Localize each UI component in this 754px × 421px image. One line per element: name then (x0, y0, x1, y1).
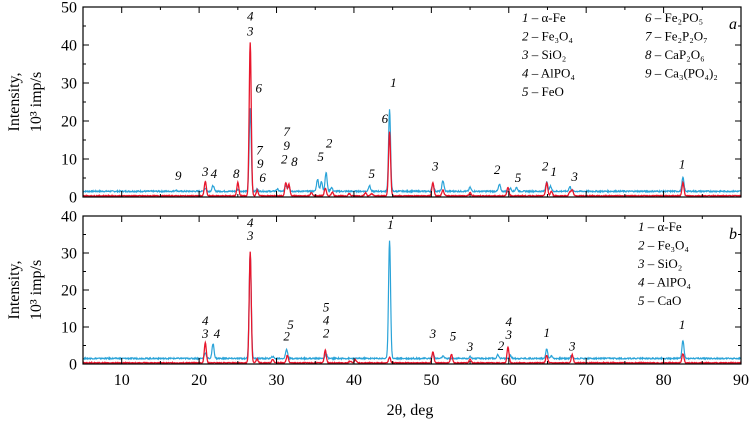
x-tick-label: 90 (733, 372, 749, 389)
legend-entry-a: 6 – Fe₂PO₅ (645, 10, 703, 25)
y-tick-label-b: 10 (61, 320, 77, 337)
peak-label-b: 3 (568, 339, 576, 354)
peak-label-b: 5 (323, 299, 330, 314)
legend-entry-a: 4 – AlPO₄ (522, 66, 575, 81)
peak-label-a: 5 (368, 166, 375, 181)
plot-frame-a (82, 6, 742, 198)
legend-entry-b: 2 – Fe₃O₄ (638, 238, 689, 253)
peak-label-a: 2 (326, 136, 333, 151)
peak-label-a: 5 (515, 170, 522, 185)
peak-label-a: 1 (679, 157, 686, 172)
y-tick-label-b: 40 (61, 209, 77, 226)
peak-label-a: 4 (247, 8, 254, 23)
peak-label-b: 1 (387, 217, 394, 232)
peak-label-a: 4 (211, 166, 218, 181)
x-tick-label: 40 (346, 372, 362, 389)
peak-label-a: 6 (255, 81, 262, 96)
peak-label-a: 1 (390, 75, 397, 90)
peak-label-b: 3 (466, 339, 474, 354)
peak-label-a: 3 (201, 164, 209, 179)
peak-label-a: 8 (233, 166, 240, 181)
legend-entry-a: 3 – SiO₂ (521, 47, 566, 62)
panel-letter-b: b (729, 226, 737, 243)
series-a-blue-line (83, 108, 741, 194)
x-tick-label: 20 (191, 372, 207, 389)
y-tick-label-a: 10 (61, 152, 77, 169)
peak-label-b: 3 (505, 327, 513, 342)
x-tick-label: 10 (114, 372, 130, 389)
peak-label-a: 3 (431, 158, 439, 173)
peak-label-b: 2 (283, 329, 290, 344)
peak-label-b: 4 (202, 313, 209, 328)
y-tick-label-a: 40 (61, 38, 77, 55)
y-tick-label-a: 20 (61, 114, 77, 131)
peak-label-b: 5 (450, 329, 457, 344)
peak-label-a: 6 (259, 170, 266, 185)
legend-entry-a: 9 – Ca₃(PO₄)₂ (645, 66, 718, 81)
peak-label-b: 2 (498, 338, 505, 353)
panel-b: 0 10 20 30 40 10 20 30 40 50 60 70 80 90 Intensity, 10³… (6, 209, 749, 390)
peak-label-a: 9 (175, 168, 182, 183)
peak-label-a: 3 (246, 24, 254, 39)
legend-entry-a: 1 – α-Fe (522, 10, 566, 25)
peak-label-a: 2 (494, 162, 501, 177)
peak-label-b: 1 (679, 317, 686, 332)
series-b-blue-line (83, 240, 741, 361)
x-axis-title: 2θ, deg (387, 402, 434, 419)
peak-label-a: 2 (542, 158, 549, 173)
y-axis-title-line2-b: 10³ imp/s (28, 260, 45, 320)
peak-label-a: 1 (550, 164, 557, 179)
peak-label-a: 7 (256, 142, 263, 157)
y-axis-title-line1-b: Intensity, (6, 261, 23, 320)
y-axis-title-line2-a: 10³ imp/s (28, 72, 45, 132)
legend-entry-a: 2 – Fe₃O₄ (522, 29, 573, 44)
peak-label-b: 5 (287, 317, 294, 332)
peak-label-a: 9 (257, 156, 264, 171)
legend-entry-b: 4 – AlPO₄ (638, 275, 691, 290)
panel-letter-a: a (729, 16, 737, 33)
y-tick-label-a: 30 (61, 76, 77, 93)
x-tick-label: 50 (423, 372, 439, 389)
peak-label-b: 3 (201, 326, 209, 341)
peak-label-a: 9 (283, 138, 290, 153)
y-tick-label-b: 20 (61, 283, 77, 300)
legend-entry-a: 5 – FeO (522, 84, 564, 99)
peak-label-b: 1 (543, 325, 550, 340)
y-tick-label-b: 30 (61, 246, 77, 263)
x-tick-label: 30 (269, 372, 285, 389)
y-tick-label-a: 50 (61, 0, 77, 17)
x-tick-label: 70 (578, 372, 594, 389)
legend-entry-b: 1 – α-Fe (638, 219, 682, 234)
peak-label-b: 2 (323, 325, 330, 340)
peak-label-b: 4 (247, 215, 254, 230)
legend-entry-b: 3 – SiO₂ (637, 256, 682, 271)
peak-label-b: 4 (323, 312, 330, 327)
x-tick-label: 80 (656, 372, 672, 389)
legend-entry-a: 8 – CaP₂O₆ (645, 47, 705, 62)
peak-label-b: 3 (429, 326, 437, 341)
y-axis-title-line1-a: Intensity, (6, 73, 23, 132)
legend-entry-b: 5 – CaO (638, 293, 681, 308)
peak-label-b: 3 (246, 228, 254, 243)
y-tick-label-a: 0 (69, 190, 77, 207)
series-a-red-line (83, 42, 741, 197)
peak-label-a: 7 (283, 124, 290, 139)
peak-label-a: 6 (382, 111, 389, 126)
peak-label-a: 3 (570, 169, 578, 184)
peak-label-b: 4 (214, 326, 221, 341)
y-tick-label-b: 0 (69, 357, 77, 374)
legend-entry-a: 7 – Fe₂P₂O₇ (645, 29, 708, 44)
peak-label-a: 2 (281, 152, 288, 167)
peak-label-a: 8 (291, 154, 298, 169)
series-b-red-line (83, 251, 741, 364)
peak-label-b: 4 (506, 314, 513, 329)
peak-label-a: 5 (317, 149, 324, 164)
x-tick-label: 60 (501, 372, 517, 389)
